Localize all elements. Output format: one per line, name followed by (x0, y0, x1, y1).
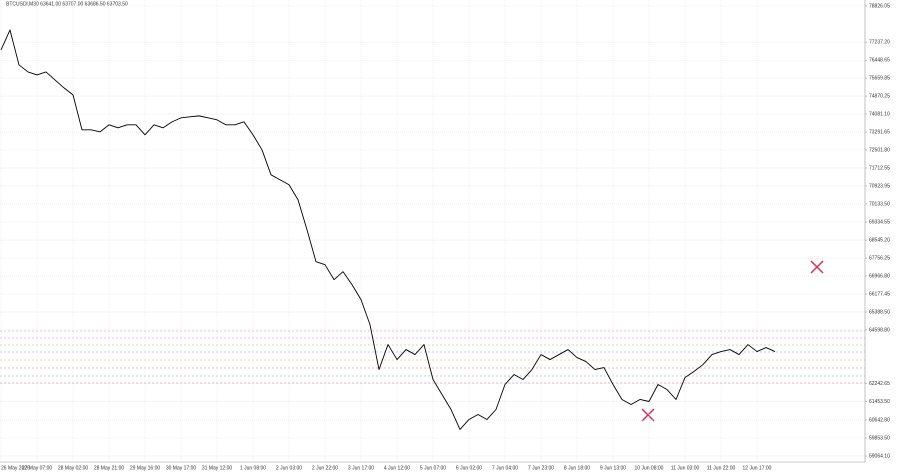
y-tick-label: 73291.65 (869, 129, 890, 135)
y-tick-label: 69334.55 (869, 219, 890, 225)
y-tick-label: 74870.25 (869, 93, 890, 99)
x-tick-label: 6 Jun 02:00 (456, 465, 482, 471)
x-tick-label: 30 May 17:00 (166, 465, 197, 471)
x-tick-label: 2 Jun 22:00 (312, 465, 338, 471)
x-tick-label: 11 Jun 22:00 (707, 465, 736, 471)
x-tick-label: 9 Jun 13:00 (600, 465, 626, 471)
x-tick-label: 11 Jun 03:00 (671, 465, 700, 471)
y-tick-label: 78826.05 (869, 3, 890, 9)
y-tick-label: 66177.45 (869, 291, 890, 297)
y-tick-label: 62242.65 (869, 381, 890, 387)
x-tick-label: 29 May 16:00 (130, 465, 161, 471)
x-tick-label: 12 Jun 17:00 (743, 465, 772, 471)
x-tick-label: 1 Jun 08:00 (240, 465, 266, 471)
y-tick-label: 68545.20 (869, 237, 890, 243)
y-tick-label: 71712.55 (869, 165, 890, 171)
cross-marker (810, 260, 824, 274)
y-tick-label: 67756.25 (869, 255, 890, 261)
x-tick-label: 31 May 12:00 (202, 465, 233, 471)
price-line (0, 29, 776, 430)
y-tick-label: 70923.95 (869, 183, 890, 189)
x-tick-label: 8 Jun 18:00 (564, 465, 590, 471)
y-tick-label: 59064.10 (869, 453, 890, 459)
y-tick-label: 59853.50 (869, 435, 890, 441)
chart-title: BTCUSDl,M30 63641.00 63707.00 63686.50 6… (6, 1, 128, 7)
y-tick-label: 66966.80 (869, 273, 890, 279)
x-tick-label: 28 May 02:00 (58, 465, 89, 471)
cross-marker (641, 408, 655, 422)
y-tick-label: 65388.50 (869, 309, 890, 315)
x-tick-label: 7 Jun 04:00 (492, 465, 518, 471)
x-tick-label: 7 Jun 23:00 (528, 465, 554, 471)
x-tick-label: 5 Jun 07:00 (420, 465, 446, 471)
x-tick-label: 28 May 21:00 (94, 465, 125, 471)
markers (641, 260, 824, 422)
y-tick-label: 75659.85 (869, 75, 890, 81)
x-tick-label: 10 Jun 08:00 (635, 465, 664, 471)
x-tick-label: 4 Jun 12:00 (384, 465, 410, 471)
y-tick-label: 64598.80 (869, 327, 890, 333)
y-tick-label: 74081.10 (869, 111, 890, 117)
y-tick-label: 61453.50 (869, 399, 890, 405)
y-tick-label: 60642.80 (869, 417, 890, 423)
x-tick-label: 27 May 07:00 (22, 465, 53, 471)
x-tick-label: 2 Jun 03:00 (276, 465, 302, 471)
y-tick-label: 72501.80 (869, 147, 890, 153)
y-tick-label: 70133.50 (869, 201, 890, 207)
x-tick-label: 26 May 2026 (1, 465, 30, 471)
level-lines (0, 330, 865, 384)
y-tick-label: 77237.20 (869, 40, 890, 46)
y-tick-label: 76448.65 (869, 57, 890, 63)
x-tick-label: 3 Jun 17:00 (348, 465, 374, 471)
